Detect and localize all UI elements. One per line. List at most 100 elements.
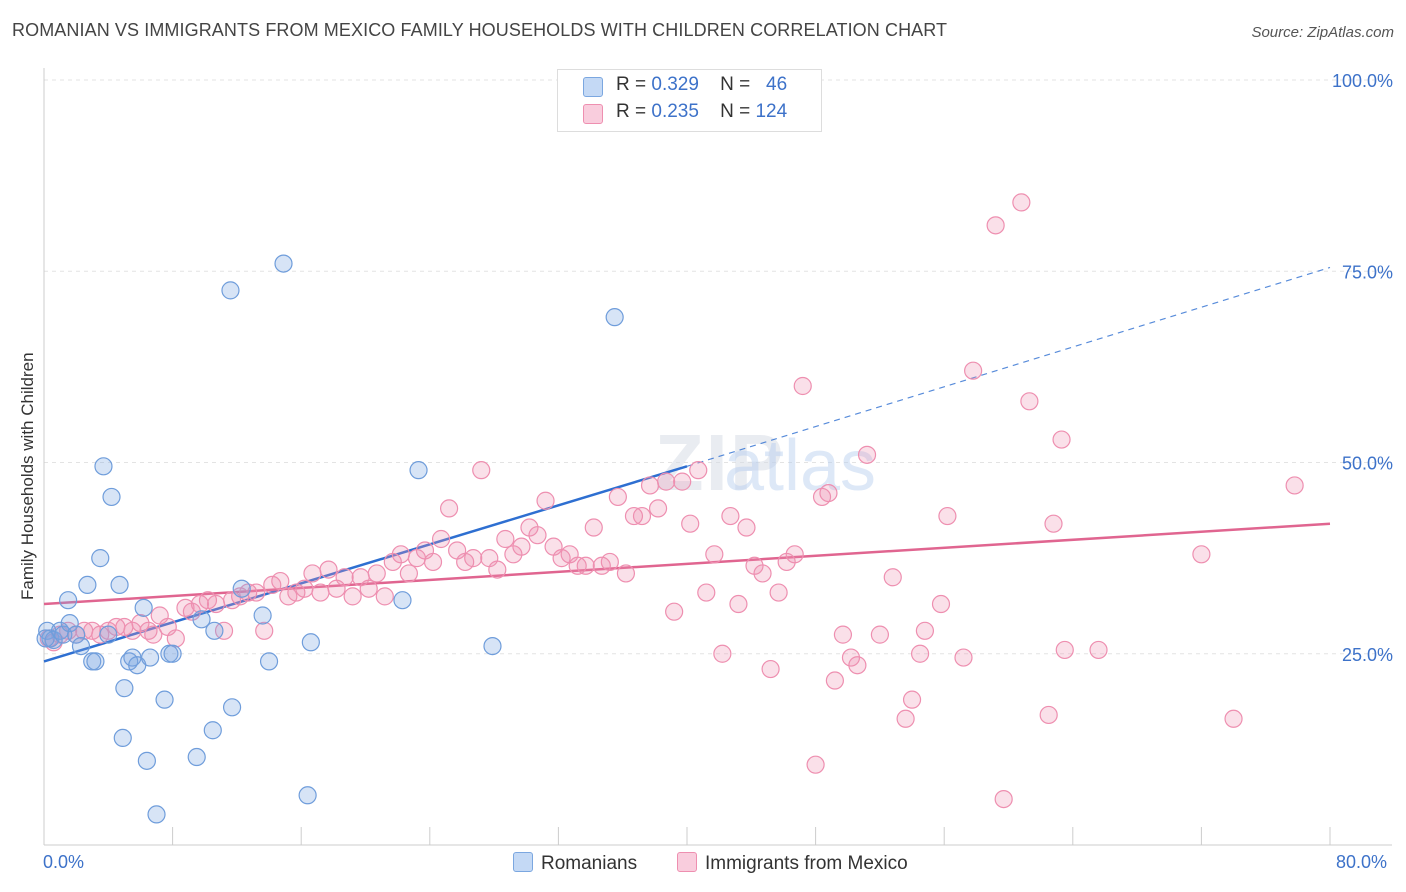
point-mexico [528,526,547,545]
watermark-atlas: atlas [724,426,876,506]
point-mexico [391,545,410,564]
point-mexico [806,755,825,774]
point-mexico [584,518,603,537]
point-mexico [883,568,902,587]
point-romanian [393,591,412,610]
trend-line-mexico [43,522,1331,606]
legend-n-value: 124 [755,101,788,122]
point-mexico [910,644,930,663]
legend-label-romanians: Romanians [541,853,638,874]
point-mexico [600,552,619,572]
trend-extension-romanians [686,266,1331,467]
point-romanian [78,575,97,595]
point-mexico [1044,514,1063,533]
legend-item-mexico: Immigrants from Mexico [677,852,908,875]
point-mexico [825,671,844,690]
point-mexico [472,461,491,480]
point-romanian [253,606,272,625]
point-mexico [896,709,915,728]
legend-label-mexico: Immigrants from Mexico [705,853,908,874]
point-mexico [1052,430,1071,449]
point-mexico [657,472,676,491]
point-mexico [632,506,652,526]
point-mexico [819,484,838,503]
point-mexico [303,564,322,583]
point-romanian [67,625,86,644]
point-mexico [737,518,756,537]
point-romanian [203,721,222,740]
point-mexico [166,629,185,648]
point-romanian [409,461,428,480]
point-mexico [848,656,867,675]
source-label: Source: ZipAtlas.com [1251,24,1394,41]
point-mexico [247,583,266,602]
point-romanian [301,633,320,652]
point-mexico [1192,545,1211,564]
point-mexico [319,560,338,579]
point-romanian [298,786,317,805]
point-romanian [60,614,79,633]
legend-item-romanians: Romanians [513,852,637,875]
point-romanian [113,728,132,748]
point-romanian [110,575,129,595]
point-romanian [140,648,160,667]
point-mexico [785,545,804,564]
point-romanian [71,636,91,656]
point-mexico [705,545,724,564]
point-romanian [274,254,293,273]
point-mexico [367,564,386,583]
y-tick-label: 25.0% [1342,645,1393,665]
legend-r-label: R = [616,101,647,122]
point-mexico [271,571,290,591]
y-axis-label: Family Households with Children [18,352,37,600]
point-mexico [206,594,226,614]
legend-r-value: 0.235 [651,101,699,122]
point-romanian [192,610,211,629]
point-mexico [1285,476,1304,495]
point-romanian [91,549,110,568]
point-romanian [155,690,174,709]
grid-layer [44,79,1392,655]
point-romanian [605,308,624,327]
point-mexico [833,625,853,644]
point-mexico [1224,709,1243,728]
point-mexico [689,461,708,480]
point-mexico [938,506,957,526]
point-mexico [761,659,780,679]
point-mexico [608,487,627,507]
point-romanian [205,621,224,640]
point-mexico [576,556,595,575]
point-mexico [1039,705,1058,725]
point-mexico [311,583,330,602]
point-mexico [1012,193,1031,212]
point-mexico [359,579,378,598]
point-romanian [54,625,73,644]
point-mexico [255,621,274,640]
point-mexico [729,594,748,614]
point-mexico [616,564,636,583]
point-mexico [753,564,772,583]
x-tick-min: 0.0% [43,852,85,872]
point-mexico [713,644,732,663]
point-mexico [423,552,443,572]
y-tick-labels: 25.0% 50.0% 75.0% 100.0% [1332,71,1393,665]
legend-swatch-blue [583,77,603,97]
legend-n-label: N = [720,101,751,122]
point-mexico [512,537,531,556]
point-mexico [375,587,394,606]
point-romanian [483,636,502,656]
legend-swatch-blue [513,852,533,872]
point-mexico [954,648,973,667]
axes-layer [43,68,1392,846]
point-mexico [915,621,935,640]
y-tick-label: 100.0% [1332,71,1393,91]
point-romanian [259,652,279,671]
y-tick-label: 50.0% [1342,454,1393,474]
point-romanian [222,698,242,717]
point-mexico [673,472,692,491]
point-mexico [214,621,234,640]
point-mexico [697,583,716,602]
point-mexico [1020,392,1039,411]
point-mexico [870,625,890,644]
